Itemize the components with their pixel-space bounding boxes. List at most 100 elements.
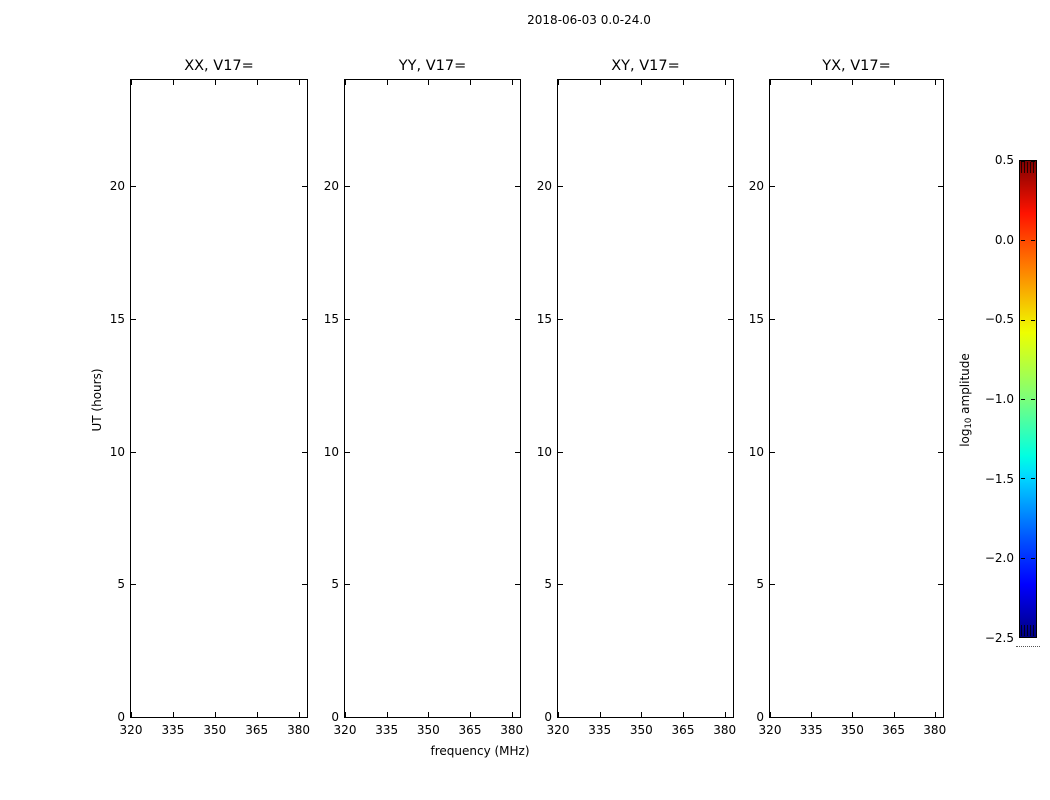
x-tick-mark bbox=[386, 80, 388, 85]
y-tick-mark bbox=[131, 318, 136, 320]
y-tick-mark bbox=[302, 186, 307, 188]
colorbar-tick-label: −1.5 bbox=[984, 471, 1014, 486]
x-tick-mark bbox=[641, 712, 643, 717]
x-tick-label: 380 bbox=[500, 723, 524, 737]
x-tick-mark bbox=[298, 80, 300, 85]
x-tick-mark bbox=[641, 80, 643, 85]
y-tick-mark bbox=[345, 451, 350, 453]
colorbar-tick-mark bbox=[1031, 478, 1035, 480]
x-tick-mark bbox=[852, 80, 854, 85]
y-tick-mark bbox=[515, 318, 520, 320]
x-tick-label: 350 bbox=[416, 723, 440, 737]
y-tick-label: 10 bbox=[748, 444, 764, 459]
x-tick-mark bbox=[428, 80, 430, 85]
x-tick-mark bbox=[724, 80, 726, 85]
y-tick-mark bbox=[938, 584, 943, 586]
colorbar-tick-label: −1.0 bbox=[984, 392, 1014, 406]
y-tick-mark bbox=[345, 318, 350, 320]
y-tick-mark bbox=[938, 717, 943, 718]
x-tick-mark bbox=[852, 712, 854, 717]
colorbar-hatch-bottom bbox=[1021, 625, 1035, 636]
y-tick-mark bbox=[558, 318, 563, 320]
x-axis-label: frequency (MHz) bbox=[430, 744, 530, 758]
y-tick-mark bbox=[302, 584, 307, 586]
colorbar-tick-mark bbox=[1021, 478, 1025, 480]
plot-area: 320 335 350 365 380 0 5 10 15 20 bbox=[110, 79, 310, 737]
x-tick-label: 320 bbox=[758, 723, 782, 737]
y-tick-label: 5 bbox=[331, 577, 339, 592]
x-tick-label: 365 bbox=[245, 723, 269, 737]
y-tick-label: 20 bbox=[109, 179, 125, 194]
x-tick-label: 320 bbox=[546, 723, 570, 737]
x-tick-mark bbox=[934, 80, 936, 85]
x-tick-mark bbox=[256, 80, 258, 85]
x-tick-mark bbox=[214, 80, 216, 85]
colorbar-tick-mark bbox=[1021, 637, 1025, 638]
x-tick-mark bbox=[345, 80, 346, 85]
x-tick-mark bbox=[172, 712, 174, 717]
y-tick-mark bbox=[345, 186, 350, 188]
x-tick-label: 350 bbox=[203, 723, 227, 737]
colorbar-gradient bbox=[1019, 160, 1037, 638]
colorbar-tick-mark bbox=[1031, 399, 1035, 400]
x-tick-mark bbox=[386, 712, 388, 717]
colorbar: 0.5 0.0 −0.5 −1.0 −1.5 −2.0 −2.5 bbox=[985, 153, 1040, 647]
x-tick-mark bbox=[893, 80, 895, 85]
y-tick-label: 5 bbox=[756, 577, 764, 592]
x-tick-mark bbox=[511, 80, 513, 85]
y-tick-label: 5 bbox=[117, 577, 125, 592]
x-tick-label: 380 bbox=[287, 723, 311, 737]
x-tick-mark bbox=[811, 80, 813, 85]
x-tick-label: 320 bbox=[119, 723, 143, 737]
x-tick-mark bbox=[256, 712, 258, 717]
subplot-title: XX, V17= bbox=[184, 58, 254, 74]
subplot-title: YY, V17= bbox=[398, 58, 467, 74]
x-tick-mark bbox=[470, 712, 471, 717]
subplot-yx: YX, V17= 320 335 350 365 380 0 5 10 15 20 bbox=[749, 58, 946, 737]
colorbar-tick-label: 0.5 bbox=[994, 153, 1014, 167]
colorbar-label-suffix: amplitude bbox=[958, 353, 972, 418]
y-tick-label: 15 bbox=[323, 311, 339, 326]
y-tick-mark bbox=[770, 584, 775, 586]
y-tick-mark bbox=[515, 186, 520, 188]
colorbar-tick-mark bbox=[1021, 557, 1025, 559]
y-axis-label: UT (hours) bbox=[90, 368, 104, 432]
x-tick-label: 365 bbox=[882, 723, 906, 737]
x-tick-mark bbox=[934, 712, 936, 717]
x-tick-label: 380 bbox=[713, 723, 737, 737]
y-tick-label: 5 bbox=[544, 577, 552, 592]
x-tick-label: 335 bbox=[588, 723, 612, 737]
x-tick-label: 380 bbox=[923, 723, 947, 737]
colorbar-tick-mark bbox=[1021, 240, 1025, 242]
subplot-title: YX, V17= bbox=[822, 58, 891, 74]
colorbar-label-sub: 10 bbox=[964, 417, 974, 429]
colorbar-tick-label: 0.0 bbox=[994, 232, 1014, 247]
y-tick-mark bbox=[728, 186, 733, 188]
plot-area: 320 335 350 365 380 0 5 10 15 20 bbox=[537, 79, 736, 737]
x-tick-label: 365 bbox=[671, 723, 695, 737]
y-tick-label: 15 bbox=[748, 311, 764, 326]
x-tick-mark bbox=[770, 80, 771, 85]
colorbar-label: log10 amplitude bbox=[958, 353, 976, 447]
colorbar-tick-mark bbox=[1021, 161, 1025, 162]
y-tick-mark bbox=[302, 717, 307, 718]
x-tick-mark bbox=[893, 712, 895, 717]
y-tick-mark bbox=[728, 451, 733, 453]
colorbar-tick-label: −0.5 bbox=[984, 312, 1014, 327]
colorbar-hatch-top bbox=[1021, 162, 1035, 173]
y-tick-label: 20 bbox=[323, 179, 339, 194]
y-tick-mark bbox=[131, 584, 136, 586]
x-tick-mark bbox=[345, 712, 346, 717]
colorbar-tick-mark bbox=[1031, 557, 1035, 559]
subplot-xy: XY, V17= 320 335 350 365 380 0 5 10 15 20 bbox=[537, 58, 736, 737]
y-tick-label: 0 bbox=[331, 710, 339, 724]
x-tick-mark bbox=[131, 80, 132, 85]
x-tick-mark bbox=[770, 712, 771, 717]
plot-area: 320 335 350 365 380 0 5 10 15 20 bbox=[749, 79, 946, 737]
y-tick-mark bbox=[728, 717, 733, 718]
y-tick-label: 20 bbox=[748, 179, 764, 194]
y-tick-label: 10 bbox=[536, 444, 552, 459]
colorbar-tick-mark bbox=[1031, 240, 1035, 242]
y-tick-mark bbox=[770, 451, 775, 453]
